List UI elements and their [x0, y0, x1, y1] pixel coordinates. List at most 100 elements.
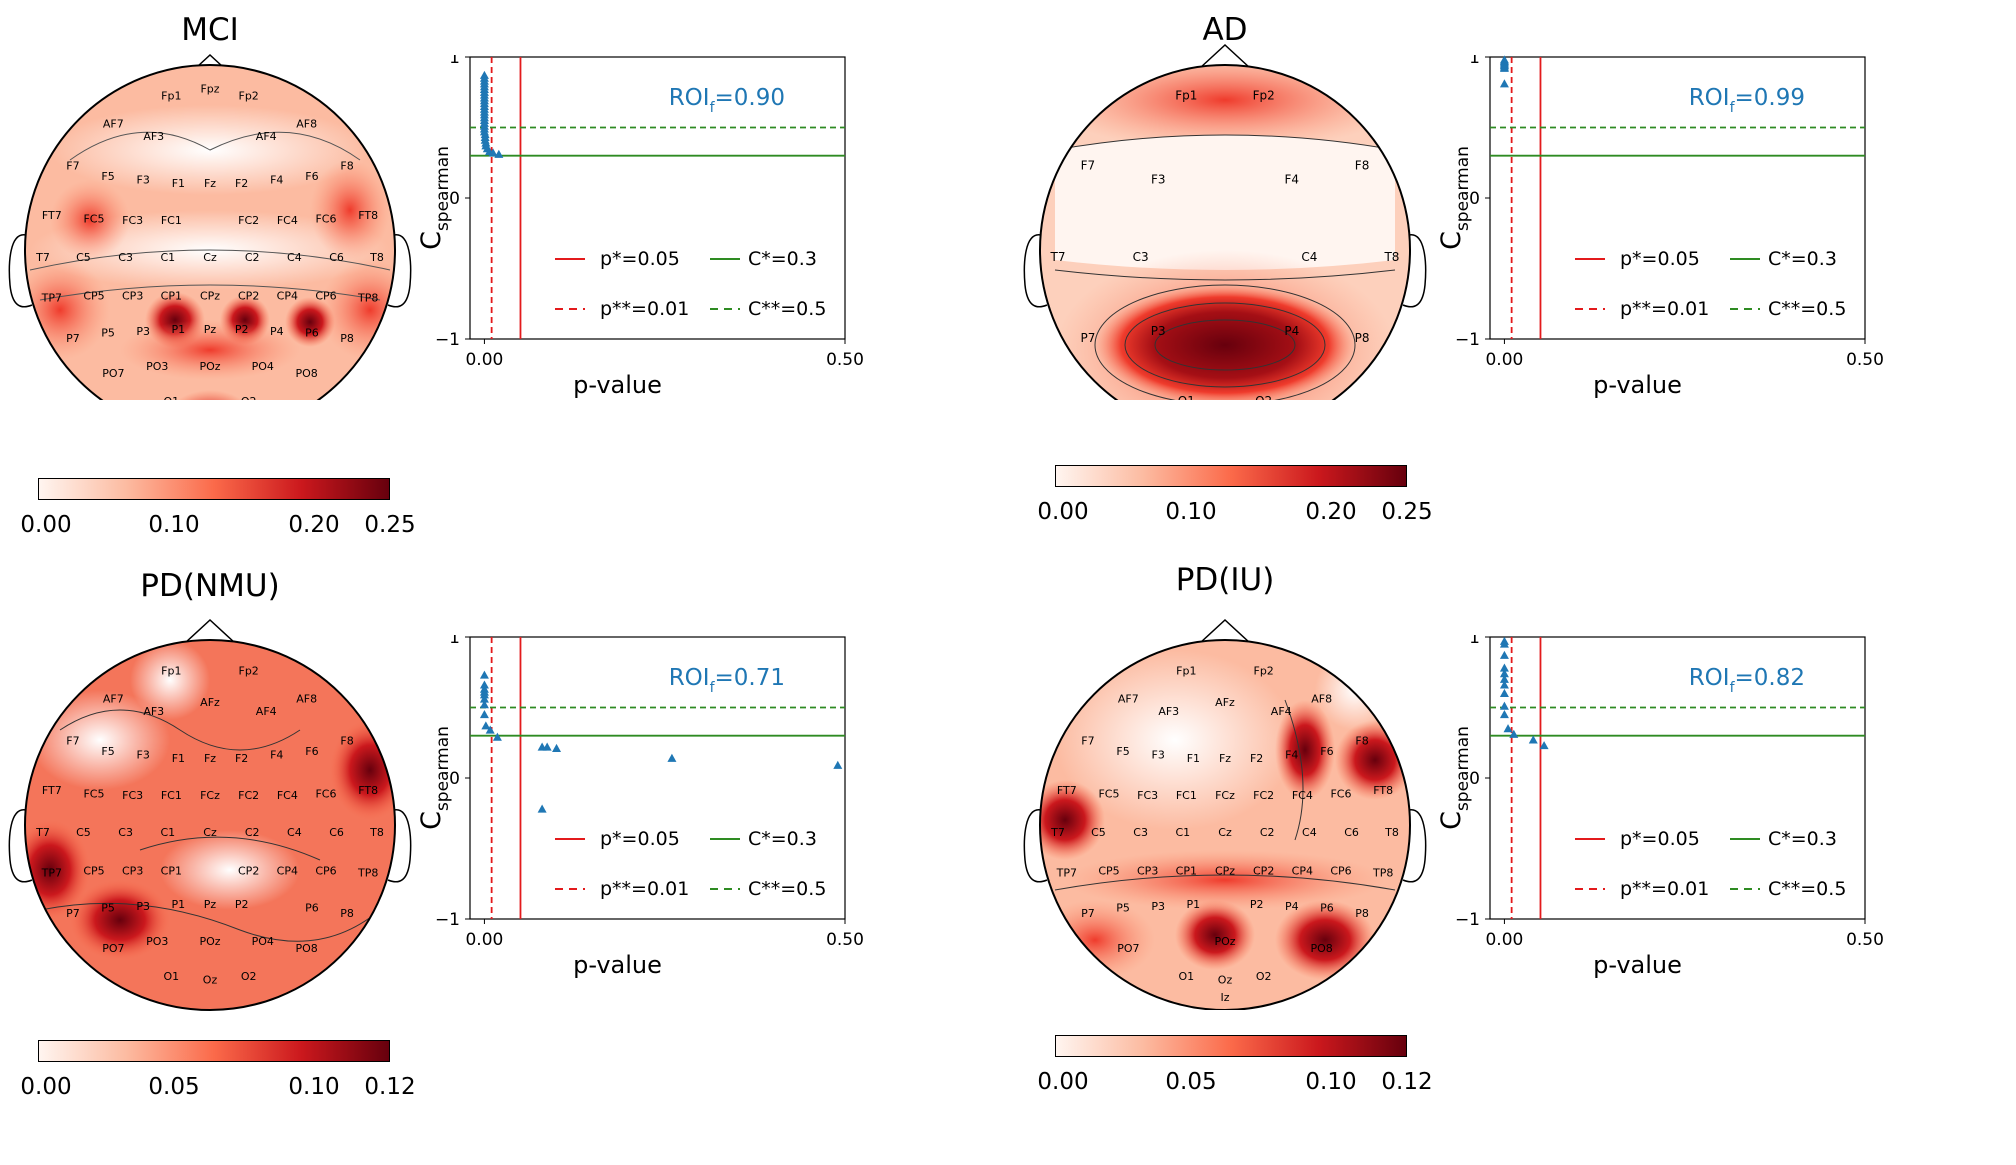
electrode-label: C2 — [245, 826, 260, 839]
colorbar: 0.00 0.10 0.20 0.25 — [20, 478, 416, 538]
electrode-label: P3 — [1151, 324, 1166, 338]
electrode-label: O1 — [1178, 970, 1194, 983]
topomap: Fp1 Fp2 AF7 AF3 AFz AF4 AF8 F7 F5 F3 F1 Fz F2 F4 F6 F8 F… — [8, 618, 412, 1011]
electrode-label: PO4 — [252, 360, 274, 373]
electrode-label: P7 — [66, 907, 80, 920]
electrode-label: FC3 — [122, 789, 143, 802]
colorbar-tick: 0.10 — [1305, 1069, 1357, 1095]
electrode-label: AF4 — [1271, 705, 1292, 718]
electrode-label: PO7 — [102, 367, 124, 380]
electrode-label: FC1 — [161, 214, 182, 227]
electrode-label: C5 — [76, 251, 91, 264]
data-point — [1499, 663, 1509, 672]
electrode-label: C1 — [160, 251, 175, 264]
y-tick-label: 0 — [449, 769, 460, 789]
electrode-label: P1 — [1187, 898, 1201, 911]
electrode-label: T7 — [1050, 826, 1065, 839]
data-point — [1499, 688, 1509, 697]
electrode-label: FC6 — [1330, 787, 1351, 800]
electrode-label: AF7 — [103, 117, 124, 130]
electrode-label: CP1 — [1176, 865, 1197, 878]
electrode-label: AF7 — [103, 692, 124, 705]
colorbar-tick: 0.20 — [288, 512, 340, 538]
electrode-label: Cz — [1218, 826, 1232, 839]
colorbar-tick: 0.12 — [364, 1074, 416, 1100]
topomap: Fp1 Fp2 AF7 AF3 AFz AF4 AF8 F7 F5 F3 F1 Fz F2 F4 F6 F8 F… — [1023, 618, 1427, 1010]
electrode-label: Fp1 — [161, 664, 181, 677]
electrode-label: C4 — [1301, 250, 1317, 264]
electrode-label: P3 — [136, 900, 150, 913]
electrode-label: C4 — [287, 826, 302, 839]
electrode-label: P1 — [172, 323, 186, 336]
y-axis-label: Cspearman — [416, 146, 453, 250]
electrode-label: FT7 — [42, 209, 62, 222]
electrode-label: F2 — [1250, 752, 1263, 765]
data-point — [492, 732, 502, 741]
electrode-label: P6 — [1320, 902, 1334, 915]
electrode-label: O1 — [1178, 394, 1195, 400]
electrode-label: CP1 — [161, 865, 182, 878]
legend-label: p**=0.01 — [1620, 878, 1709, 900]
electrode-label: CP1 — [161, 290, 182, 303]
scatter-plot-pdiu: 1 0 −10.00 0.50 p-value Cspearman ROIf=0.82 p*=… — [1436, 635, 1884, 979]
data-point — [1539, 741, 1549, 750]
colorbar: 0.00 0.10 0.20 0.25 — [1037, 465, 1433, 525]
electrode-label: PO7 — [1117, 942, 1139, 955]
data-point — [1499, 639, 1509, 648]
electrode-label: CP3 — [122, 865, 143, 878]
electrode-label: C2 — [245, 251, 260, 264]
electrode-label: CP3 — [1137, 865, 1158, 878]
electrode-label: F3 — [137, 749, 150, 762]
electrode-label: FC4 — [277, 214, 298, 227]
electrode-label: P6 — [305, 327, 319, 340]
roi-label: ROIf=0.82 — [1689, 665, 1805, 696]
electrode-label: Fp1 — [1175, 88, 1197, 102]
y-tick-label: −1 — [1455, 910, 1480, 930]
y-tick-label: 0 — [1469, 769, 1480, 789]
data-point — [494, 149, 504, 158]
colorbar: 0.00 0.05 0.10 0.12 — [20, 1040, 416, 1100]
electrode-label: Fp2 — [239, 664, 259, 677]
x-tick-label: 0.00 — [465, 350, 503, 370]
electrode-label: C2 — [1260, 826, 1275, 839]
electrode-label: Oz — [1218, 974, 1233, 987]
x-axis-label: p-value — [1593, 371, 1682, 399]
y-tick-label: −1 — [435, 330, 460, 350]
electrode-label: PO7 — [102, 942, 124, 955]
electrode-label: P8 — [1355, 907, 1369, 920]
electrode-label: CPz — [200, 290, 220, 303]
legend-label: p**=0.01 — [600, 298, 689, 320]
electrode-label: FCz — [1215, 789, 1235, 802]
plot-area — [1489, 56, 1866, 340]
plot-area — [469, 636, 846, 920]
electrode-label: P8 — [340, 332, 354, 345]
electrode-label: FCz — [200, 789, 220, 802]
electrode-label: TP7 — [41, 866, 62, 879]
electrode-label: AF8 — [296, 117, 317, 130]
electrode-label: PO8 — [296, 942, 318, 955]
electrode-label: TP7 — [41, 291, 62, 304]
data-point — [1528, 735, 1538, 744]
plot-area — [469, 56, 846, 340]
electrode-label: O1 — [163, 395, 179, 400]
colorbar-tick: 0.20 — [1305, 499, 1357, 525]
y-tick-label: 1 — [1469, 55, 1480, 68]
data-point — [1499, 650, 1509, 659]
electrode-label: P4 — [1284, 324, 1299, 338]
roi-label: ROIf=0.90 — [669, 85, 785, 116]
electrode-label: Fz — [204, 177, 216, 190]
electrode-label: F2 — [235, 752, 248, 765]
electrode-label: AF7 — [1118, 692, 1139, 705]
electrode-label: P4 — [1285, 900, 1299, 913]
electrode-label: CP3 — [122, 290, 143, 303]
electrode-label: AF4 — [256, 130, 277, 143]
electrode-label: C5 — [1091, 826, 1106, 839]
y-axis-label: Cspearman — [416, 726, 453, 830]
electrode-label: P7 — [66, 332, 80, 345]
electrode-label: O2 — [1255, 394, 1272, 400]
electrode-label: T8 — [1383, 250, 1399, 264]
colorbar-tick: 0.10 — [1165, 499, 1217, 525]
colorbar-tick: 0.00 — [20, 1074, 72, 1100]
electrode-label: Cz — [203, 251, 217, 264]
legend-label: C*=0.3 — [748, 828, 817, 850]
